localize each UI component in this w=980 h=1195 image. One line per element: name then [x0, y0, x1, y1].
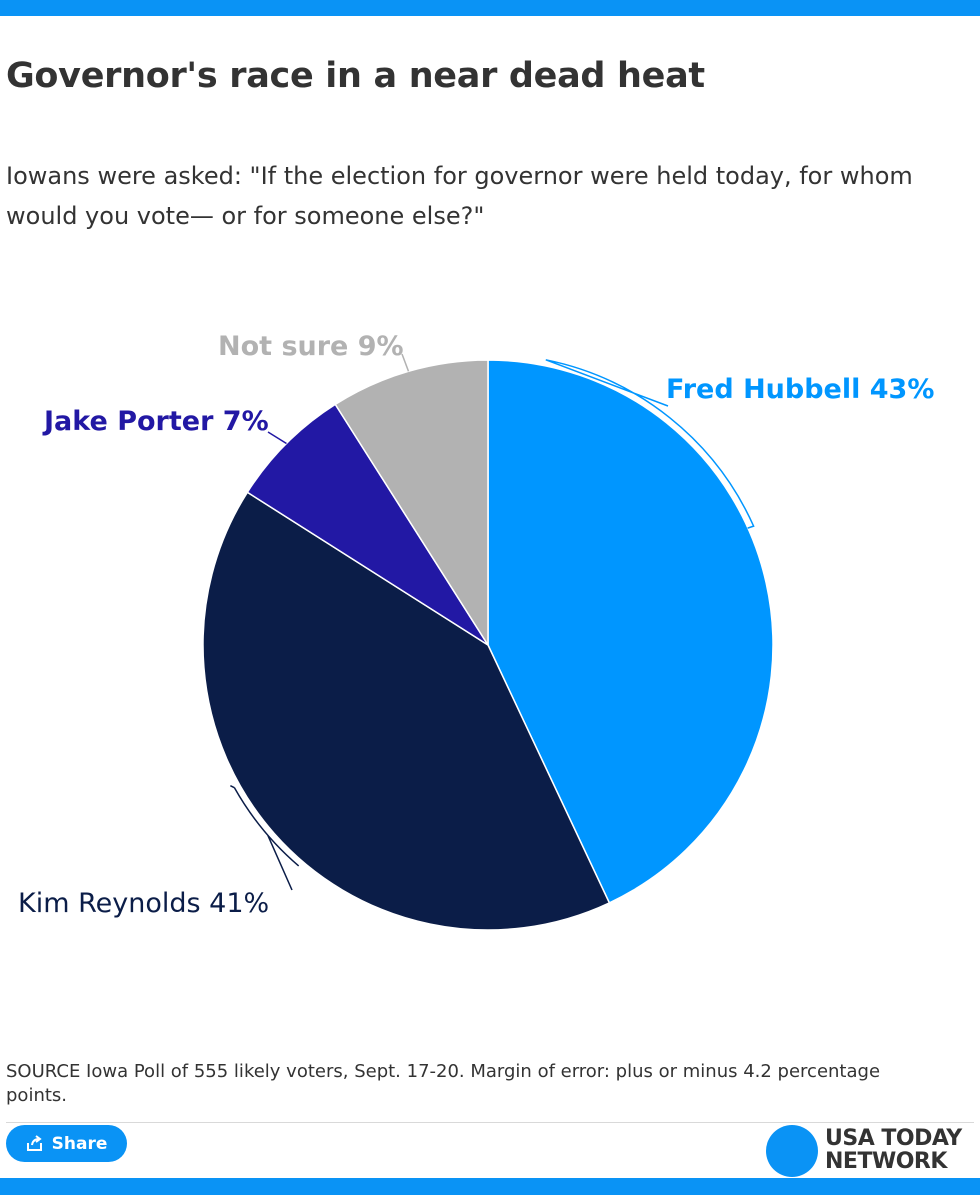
- logo-line-1: USA TODAY: [825, 1126, 962, 1151]
- share-label: Share: [51, 1133, 108, 1154]
- share-icon: [26, 1134, 42, 1151]
- slice-label-0: Fred Hubbell 43%: [666, 374, 934, 405]
- slice-leader-1: [230, 784, 300, 891]
- slice-leader-0: [545, 359, 755, 529]
- pie-slice-2: [246, 403, 489, 646]
- usa-today-logo-circle: [766, 1125, 818, 1177]
- slice-label-1: Kim Reynolds 41%: [18, 888, 269, 919]
- source-note: SOURCE Iowa Poll of 555 likely voters, S…: [6, 1061, 881, 1106]
- slice-leader-2: [267, 431, 287, 445]
- share-button[interactable]: Share: [6, 1125, 127, 1162]
- chart-subtitle: Iowans were asked: "If the election for …: [6, 162, 913, 230]
- pie-slice-0: [487, 359, 774, 904]
- slice-label-3: Not sure 9%: [218, 331, 404, 362]
- slice-leader-3: [401, 353, 410, 372]
- top-accent-bar: [0, 0, 980, 16]
- chart-title: Governor's race in a near dead heat: [6, 56, 705, 96]
- pie-slice-3: [334, 359, 489, 648]
- usa-today-network-logo: USA TODAY NETWORK: [825, 1127, 962, 1173]
- pie-slice-1: [202, 491, 611, 931]
- footer-divider: [6, 1122, 974, 1123]
- slice-label-2: Jake Porter 7%: [42, 406, 269, 437]
- logo-line-2: NETWORK: [825, 1149, 947, 1174]
- pie-chart: Fred Hubbell 43% Kim Reynolds 41% Jake Por…: [18, 331, 934, 931]
- bottom-accent-bar: [0, 1178, 980, 1195]
